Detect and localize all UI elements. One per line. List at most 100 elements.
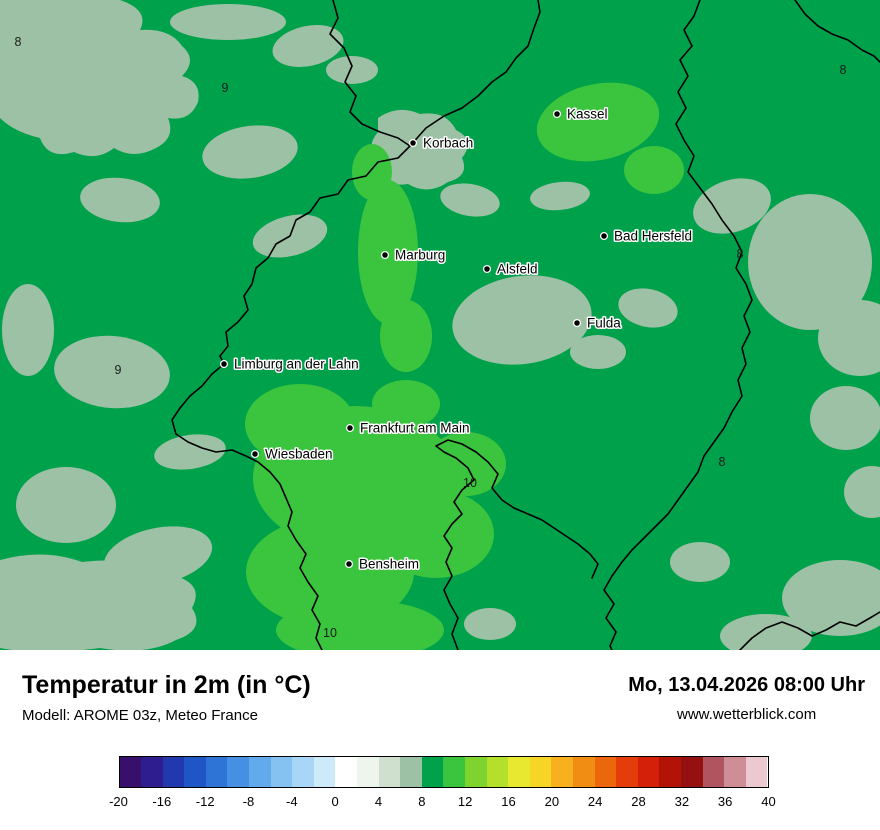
colorbar-cell — [616, 756, 638, 787]
colorbar-tick: 32 — [674, 793, 690, 809]
page-title: Temperatur in 2m (in °C) — [22, 671, 311, 699]
colorbar-tick: 28 — [631, 793, 646, 809]
temp-label: 8 — [719, 455, 726, 469]
city-label: Kassel — [567, 107, 608, 122]
temp-label: 10 — [323, 626, 337, 640]
colorbar-cell — [637, 756, 660, 787]
city-dot — [380, 250, 390, 260]
city-label: Alsfeld — [497, 262, 538, 277]
colorbar-tick: 8 — [418, 793, 426, 809]
colorbar-tick: 16 — [501, 793, 516, 809]
city-dot — [219, 359, 229, 369]
city-label: Marburg — [395, 248, 445, 263]
colorbar-cell — [594, 756, 617, 787]
website-url: www.wetterblick.com — [677, 706, 817, 723]
model-info: Modell: AROME 03z, Meteo France — [22, 706, 258, 724]
border-west — [171, 0, 411, 651]
city-label: Bad Hersfeld — [614, 229, 692, 244]
colorbar-cell — [572, 756, 595, 787]
city-dot — [408, 138, 418, 148]
colorbar-cell — [443, 756, 465, 787]
colorbar-cell — [205, 756, 228, 787]
colorbar-cell — [400, 756, 422, 787]
city-dot — [345, 423, 355, 433]
colorbar-cell — [421, 756, 444, 787]
colorbar-cell — [680, 756, 703, 787]
colorbar-cell — [508, 756, 530, 787]
colorbar-cell — [659, 756, 681, 787]
border-east — [603, 0, 753, 651]
colorbar-tick: 0 — [331, 793, 339, 809]
border-south — [435, 439, 599, 651]
colorbar-tick: -4 — [286, 793, 298, 809]
temp-label: 10 — [463, 476, 477, 490]
colorbar-tick: 24 — [587, 793, 603, 809]
colorbar-tick: -16 — [152, 793, 172, 809]
city-marker: Korbach — [408, 134, 475, 152]
colorbar — [118, 755, 769, 788]
border-topright — [794, 0, 880, 63]
city-dot — [250, 449, 260, 459]
colorbar-cell — [486, 756, 509, 787]
colorbar-cell — [313, 756, 336, 787]
city-marker: Wiesbaden — [250, 445, 334, 463]
colorbar-tick: -20 — [109, 793, 128, 809]
city-marker: Limburg an der Lahn — [219, 355, 360, 373]
colorbar-cell — [745, 756, 768, 787]
city-marker-layer: Kassel Korbach Bad Hersfeld Marburg Alsfeld F… — [219, 105, 694, 573]
colorbar-cell — [465, 756, 487, 787]
border-bottomright — [739, 611, 880, 651]
colorbar-tick: 12 — [457, 793, 473, 809]
temp-label: 8 — [840, 63, 847, 77]
colorbar-cell — [292, 756, 314, 787]
colorbar-cell — [270, 756, 293, 787]
map-container: 8 9 8 8 9 8 10 10 Kassel Korbach Bad Hersfeld Marb… — [0, 0, 880, 660]
border-north — [409, 0, 541, 147]
city-dot — [344, 559, 354, 569]
city-dot — [552, 109, 562, 119]
city-marker: Frankfurt am Main — [345, 419, 471, 437]
colorbar-cell — [724, 756, 746, 787]
temp-label: 8 — [737, 247, 744, 261]
city-label: Korbach — [423, 136, 473, 151]
colorbar-cell — [378, 756, 401, 787]
colorbar-cell — [551, 756, 573, 787]
temp-label: 8 — [15, 35, 22, 49]
colorbar-cell — [249, 756, 271, 787]
city-label: Fulda — [587, 316, 621, 331]
colorbar-cell — [335, 756, 358, 787]
city-dot — [482, 264, 492, 274]
colorbar-cell — [119, 756, 142, 787]
city-marker: Bensheim — [344, 555, 421, 573]
colorbar-tick: 36 — [717, 793, 733, 809]
colorbar-cell — [227, 756, 250, 787]
colorbar-cell — [529, 756, 552, 787]
colorbar-tick: 4 — [374, 793, 383, 809]
temp-label: 9 — [115, 363, 122, 377]
city-dot — [599, 231, 609, 241]
colorbar-cell — [184, 756, 206, 787]
temp-label: 9 — [222, 81, 229, 95]
city-label: Wiesbaden — [265, 447, 333, 462]
caption-area: Temperatur in 2m (in °C) Modell: AROME 0… — [0, 650, 880, 812]
city-label: Limburg an der Lahn — [234, 357, 359, 372]
city-dot — [572, 318, 582, 328]
city-label: Frankfurt am Main — [360, 421, 470, 436]
city-marker: Marburg — [380, 246, 447, 264]
weather-map: 8 9 8 8 9 8 10 10 Kassel Korbach Bad Hersfeld Marb… — [0, 0, 880, 660]
colorbar-cell — [141, 756, 163, 787]
colorbar-ticks: -20 -16 -12 -8 -4 0 4 8 12 16 20 24 28 32 36 40 — [109, 793, 776, 812]
city-marker: Kassel — [552, 105, 609, 123]
city-marker: Fulda — [572, 314, 623, 332]
colorbar-cell — [162, 756, 185, 787]
colorbar-cell — [702, 756, 725, 787]
colorbar-tick: 40 — [761, 793, 776, 809]
warm-temp-patches — [245, 82, 684, 660]
cool-temp-patches — [0, 0, 880, 658]
colorbar-cell — [357, 756, 379, 787]
city-label: Bensheim — [359, 557, 419, 572]
forecast-datetime: Mo, 13.04.2026 08:00 Uhr — [628, 674, 865, 696]
city-marker: Alsfeld — [482, 260, 539, 278]
temp-label-layer: 8 9 8 8 9 8 10 10 — [15, 35, 847, 640]
city-marker: Bad Hersfeld — [599, 227, 694, 245]
